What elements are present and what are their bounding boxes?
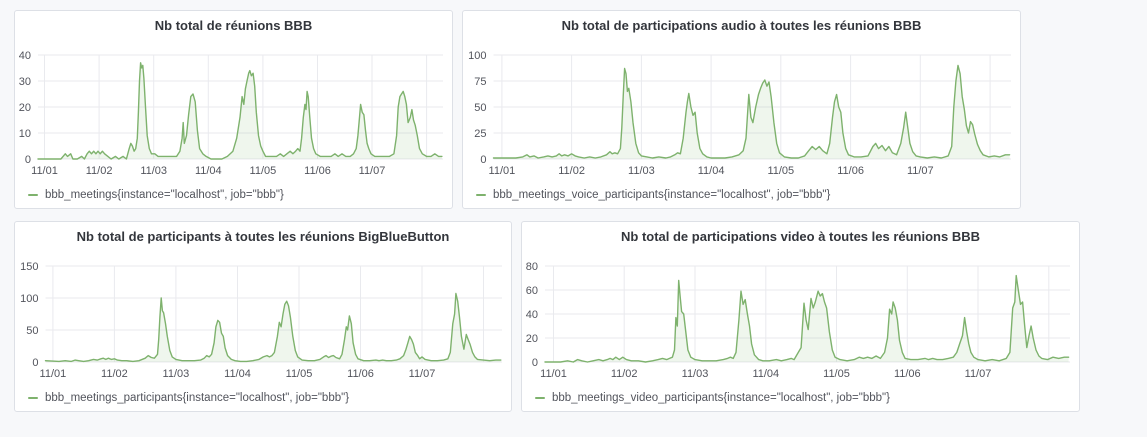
svg-text:20: 20 [526, 333, 538, 345]
svg-text:11/07: 11/07 [907, 165, 934, 177]
legend-label: bbb_meetings_participants{instance="loca… [45, 391, 350, 404]
svg-text:60: 60 [526, 285, 538, 297]
legend-item[interactable]: bbb_meetings{instance="localhost", job="… [15, 181, 452, 208]
time-series-chart[interactable]: 0 10 20 30 40 11/01 11/02 11/03 11/04 11/05 11/06 1… [15, 48, 452, 181]
series-color-dash-icon [28, 396, 38, 399]
legend-label: bbb_meetings_video_participants{instance… [552, 391, 890, 404]
svg-text:11/01: 11/01 [31, 165, 58, 177]
svg-text:0: 0 [32, 357, 38, 369]
svg-text:11/04: 11/04 [752, 368, 779, 380]
time-series-chart[interactable]: 0 20 40 60 80 11/01 11/02 11/03 11/04 11/05 11/06 1… [522, 259, 1079, 384]
legend-item[interactable]: bbb_meetings_voice_participants{instance… [463, 181, 1020, 208]
time-series-chart[interactable]: 0 50 100 150 11/01 11/02 11/03 11/04 11/05 11/06 1… [15, 259, 511, 384]
svg-text:50: 50 [26, 325, 38, 337]
series-color-dash-icon [476, 193, 486, 196]
svg-text:11/04: 11/04 [698, 165, 725, 177]
svg-text:11/03: 11/03 [163, 368, 190, 380]
svg-text:20: 20 [19, 102, 31, 114]
svg-text:11/01: 11/01 [489, 165, 516, 177]
svg-text:11/07: 11/07 [359, 165, 386, 177]
legend-label: bbb_meetings{instance="localhost", job="… [45, 188, 284, 201]
svg-text:11/02: 11/02 [611, 368, 638, 380]
panel-total-video-participations: Nb total de participations video à toute… [521, 221, 1080, 412]
svg-text:11/01: 11/01 [540, 368, 567, 380]
legend-item[interactable]: bbb_meetings_participants{instance="loca… [15, 384, 511, 411]
panel-total-participants: Nb total de participants à toutes les ré… [14, 221, 512, 412]
svg-text:100: 100 [20, 293, 38, 305]
panel-total-meetings: Nb total de réunions BBB 0 10 20 30 40 11/01 1… [14, 10, 453, 209]
svg-text:11/06: 11/06 [837, 165, 864, 177]
svg-text:25: 25 [474, 128, 486, 140]
legend-label: bbb_meetings_voice_participants{instance… [493, 188, 831, 201]
svg-text:10: 10 [19, 128, 31, 140]
svg-text:11/05: 11/05 [286, 368, 313, 380]
panel-title[interactable]: Nb total de participations video à toute… [621, 229, 980, 244]
panel-title[interactable]: Nb total de participations audio à toute… [561, 18, 922, 33]
svg-text:11/03: 11/03 [628, 165, 655, 177]
svg-text:75: 75 [474, 76, 486, 88]
svg-text:11/06: 11/06 [347, 368, 374, 380]
svg-text:11/03: 11/03 [682, 368, 709, 380]
panel-title[interactable]: Nb total de réunions BBB [154, 18, 313, 33]
svg-text:11/07: 11/07 [965, 368, 992, 380]
svg-text:150: 150 [20, 261, 38, 273]
svg-text:11/02: 11/02 [558, 165, 585, 177]
svg-text:11/03: 11/03 [140, 165, 167, 177]
svg-text:11/05: 11/05 [250, 165, 277, 177]
svg-text:0: 0 [532, 357, 538, 369]
svg-text:40: 40 [19, 50, 31, 62]
svg-text:40: 40 [526, 309, 538, 321]
svg-text:11/05: 11/05 [823, 368, 850, 380]
svg-text:30: 30 [19, 76, 31, 88]
svg-text:100: 100 [468, 50, 486, 62]
time-series-chart[interactable]: 0 25 50 75 100 11/01 11/02 11/03 11/04 11/05 11/06… [463, 48, 1020, 181]
svg-text:0: 0 [25, 154, 31, 166]
svg-text:50: 50 [474, 102, 486, 114]
svg-text:11/02: 11/02 [86, 165, 113, 177]
svg-text:11/01: 11/01 [40, 368, 67, 380]
svg-text:11/06: 11/06 [304, 165, 331, 177]
svg-text:11/02: 11/02 [101, 368, 128, 380]
legend-item[interactable]: bbb_meetings_video_participants{instance… [522, 384, 1079, 411]
svg-text:11/04: 11/04 [195, 165, 222, 177]
svg-text:11/04: 11/04 [224, 368, 251, 380]
svg-text:11/07: 11/07 [409, 368, 436, 380]
svg-text:80: 80 [526, 261, 538, 273]
panel-total-audio-participations: Nb total de participations audio à toute… [462, 10, 1021, 209]
svg-text:11/06: 11/06 [894, 368, 921, 380]
panel-title[interactable]: Nb total de participants à toutes les ré… [76, 229, 450, 244]
series-color-dash-icon [28, 193, 38, 196]
svg-text:11/05: 11/05 [767, 165, 794, 177]
svg-text:0: 0 [480, 154, 486, 166]
series-color-dash-icon [535, 396, 545, 399]
